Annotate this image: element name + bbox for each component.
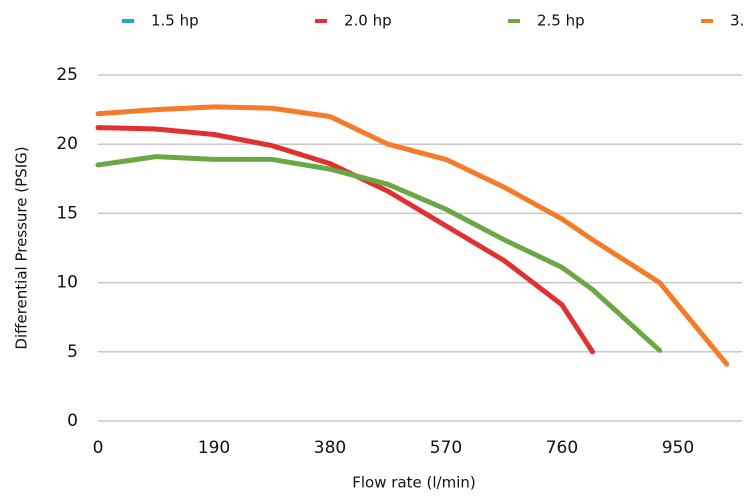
y-tick-label: 5 [67, 342, 78, 362]
x-tick-label: 950 [662, 438, 694, 458]
y-tick-label: 10 [56, 273, 78, 293]
series-line [95, 154, 663, 353]
y-tick-label: 15 [56, 203, 78, 223]
y-tick-label: 25 [56, 65, 78, 85]
x-axis-label: Flow rate (l/min) [352, 474, 475, 492]
y-axis-label: Differential Pressure (PSIG) [13, 146, 31, 349]
x-tick-label: 0 [93, 438, 104, 458]
series-line [95, 104, 730, 367]
y-tick-label: 20 [56, 134, 78, 154]
legend-label: 3.0 hp [730, 12, 744, 30]
legend-label: 1.5 hp [151, 12, 199, 30]
legend-label: 2.0 hp [344, 12, 392, 30]
x-tick-label: 380 [314, 438, 346, 458]
series-line [95, 125, 595, 355]
x-tick-label: 570 [430, 438, 462, 458]
y-tick-label: 0 [67, 411, 78, 431]
legend-label: 2.5 hp [537, 12, 585, 30]
x-tick-label: 760 [546, 438, 578, 458]
x-tick-label: 190 [198, 438, 230, 458]
